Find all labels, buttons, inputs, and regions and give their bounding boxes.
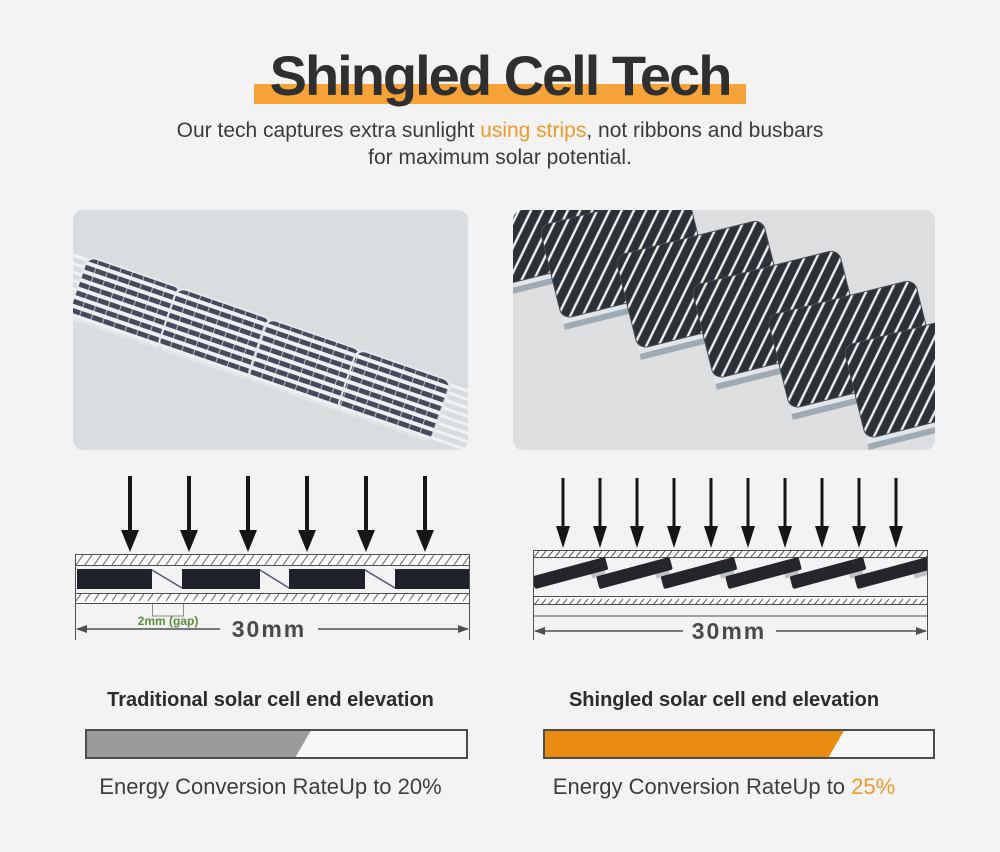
- solar-cell: [77, 569, 152, 589]
- sun-arrow-head: [778, 526, 792, 548]
- backsheet-layer: [75, 593, 470, 604]
- traditional-cross-section-diagram: 2mm (gap) 30mm: [75, 476, 470, 642]
- solar-cell: [182, 569, 260, 589]
- ribbon-connector: [151, 569, 183, 589]
- width-label: 30mm: [692, 618, 766, 642]
- sun-arrow-head: [556, 526, 570, 548]
- glass-layer: [533, 550, 928, 558]
- sun-arrow-head: [815, 526, 829, 548]
- sun-arrow-head: [357, 530, 375, 552]
- title-highlight-bar: [254, 84, 746, 104]
- ribbon-wire: [447, 382, 468, 420]
- traditional-panel-photo: [73, 210, 468, 450]
- traditional-rate-bar: [85, 729, 468, 759]
- shingled-cell: [854, 557, 928, 589]
- ribbon-wire: [444, 390, 468, 427]
- sun-arrow-head: [630, 526, 644, 548]
- traditional-rate-value: 20%: [397, 774, 442, 799]
- shingled-cross-section-diagram: 30mm: [533, 478, 928, 642]
- sun-arrow-head: [180, 530, 198, 552]
- dimension-arrow: [76, 625, 87, 633]
- sun-arrow-head: [889, 526, 903, 548]
- cell-face: [844, 310, 935, 438]
- sun-arrow-head: [741, 526, 755, 548]
- traditional-rate-caption: Energy Conversion RateUp to 20%: [99, 774, 442, 799]
- dimension-arrow: [534, 627, 545, 635]
- shingled-rate-value: 25%: [851, 774, 896, 799]
- sun-arrow-head: [121, 530, 139, 552]
- traditional-elevation-heading: Traditional solar cell end elevation: [107, 689, 434, 711]
- shingled-cell: [533, 557, 608, 589]
- shingled-panel-photo: [513, 210, 935, 450]
- traditional-rate-fill: [87, 731, 311, 757]
- ribbon-wire: [436, 412, 468, 450]
- solar-cell: [289, 569, 365, 589]
- page-title: Shingled Cell Tech: [269, 44, 733, 107]
- ribbon-connector: [259, 569, 290, 589]
- shingled-cell: [790, 557, 866, 589]
- gap-label: 2mm (gap): [138, 614, 199, 628]
- width-label: 30mm: [232, 616, 306, 642]
- ribbon-wire: [442, 397, 468, 435]
- ribbon-wire: [73, 227, 95, 264]
- sun-arrow-head: [416, 530, 434, 552]
- ribbon-connector: [364, 569, 396, 589]
- shingled-elevation-heading: Shingled solar cell end elevation: [568, 689, 880, 711]
- sunlight-arrows: [121, 476, 434, 552]
- gap-bracket: [152, 604, 184, 617]
- subtitle-line2: for maximum solar potential.: [368, 146, 632, 169]
- subtitle: Our tech captures extra sunlight using s…: [0, 117, 1000, 171]
- sunlight-arrows: [556, 478, 903, 548]
- ribbon-wire: [73, 234, 93, 272]
- dimension-arrow: [458, 625, 469, 633]
- solar-cell: [338, 350, 451, 441]
- shingled-panel-cell: [844, 310, 935, 450]
- shingled-cell: [596, 557, 673, 589]
- sun-arrow-head: [667, 526, 681, 548]
- shingled-cell: [661, 557, 737, 589]
- subtitle-highlight-text: using strips: [480, 119, 587, 142]
- sun-arrow-head: [593, 526, 607, 548]
- cell-edge-dark: [867, 407, 935, 450]
- ribbon-wire: [434, 420, 468, 450]
- dimension-arrow: [916, 627, 927, 635]
- sun-arrow-head: [239, 530, 257, 552]
- cell-row: [77, 569, 469, 589]
- shingled-rate-bar: [543, 729, 935, 759]
- ribbon-wire: [439, 405, 468, 442]
- sun-arrow-head: [852, 526, 866, 548]
- solar-cell: [395, 569, 469, 589]
- sun-arrow-head: [704, 526, 718, 548]
- shingled-cell: [725, 557, 802, 589]
- shingled-rate-caption: Energy Conversion RateUp to 25%: [552, 774, 896, 799]
- cell-edge-light: [865, 400, 935, 445]
- shingled-rate-fill: [545, 731, 844, 757]
- subtitle-line1: Our tech captures extra sunlight using s…: [176, 119, 824, 142]
- shingled-panel-illustration: [513, 210, 935, 450]
- sun-arrow-head: [298, 530, 316, 552]
- ribbon-wire: [429, 435, 468, 450]
- glass-layer: [75, 554, 470, 566]
- traditional-panel-illustration: [73, 227, 468, 450]
- backsheet-layer: [533, 596, 928, 605]
- ribbon-wire: [431, 428, 468, 450]
- shingled-cell-row: [533, 557, 928, 589]
